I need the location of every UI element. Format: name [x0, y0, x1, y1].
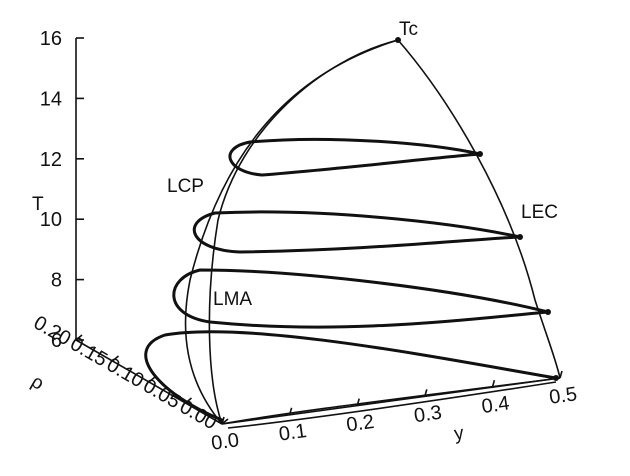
- outer-envelope: [184, 39, 399, 425]
- y-axis-ticks: 0.0 0.1 0.2 0.3 0.4 0.5: [210, 370, 579, 455]
- coexistence-surface: [184, 39, 561, 429]
- tc-label: Tc: [399, 19, 418, 40]
- base-inner-curve: [227, 381, 557, 429]
- t-tick-label: 16: [40, 28, 62, 50]
- lec-point-t8: [545, 309, 551, 315]
- tc-point: [395, 37, 401, 43]
- isotherm-loop-t12: [228, 137, 482, 177]
- isotherm-loops: [144, 137, 558, 422]
- rho-tick-label: 0.10: [103, 354, 148, 393]
- rho-tick-label: 0.05: [139, 375, 184, 414]
- lec-point-t12: [477, 151, 483, 157]
- y-tick-label: 0.4: [480, 392, 511, 418]
- lec-label: LEC: [521, 202, 558, 223]
- y-tick-label: 0.0: [210, 429, 241, 455]
- critical-points: [395, 37, 559, 381]
- isotherm-loop-t10: [192, 210, 522, 254]
- y-tick-label: 0.1: [277, 420, 308, 446]
- base-curve: [221, 377, 561, 425]
- lec-curve: [397, 39, 561, 379]
- t-tick-label: 14: [40, 88, 62, 110]
- rho-tick-mark: [148, 376, 156, 383]
- isotherm-loop-t6: [144, 330, 558, 422]
- lec-point-t6: [553, 375, 559, 381]
- y-axis-label: y: [453, 423, 466, 445]
- isotherm-loop-t8: [172, 268, 550, 329]
- rho-tick-mark: [75, 334, 83, 341]
- t-tick-label: 6: [51, 330, 62, 352]
- y-tick-label: 0.2: [345, 411, 376, 437]
- t-tick-label: 12: [40, 149, 62, 171]
- y-tick-label: 0.3: [413, 402, 444, 428]
- rho-tick-mark: [111, 355, 120, 362]
- t-axis-label: T: [32, 194, 44, 215]
- t-tick-label: 8: [51, 270, 62, 292]
- rho-axis-label: ρ: [28, 371, 48, 395]
- lma-label: LMA: [213, 289, 252, 310]
- rho-axis-ticks: 0.000.050.100.150.20: [30, 312, 229, 434]
- rho-tick-label: 0.15: [66, 333, 111, 372]
- t-axis-ticks: 6 8 10 12 14 16: [40, 28, 84, 352]
- y-tick-label: 0.5: [548, 383, 579, 409]
- lcp-curve: [208, 39, 399, 425]
- lec-point-t10: [517, 234, 523, 240]
- lcp-label: LCP: [167, 176, 204, 197]
- t-tick-label: 10: [40, 209, 62, 231]
